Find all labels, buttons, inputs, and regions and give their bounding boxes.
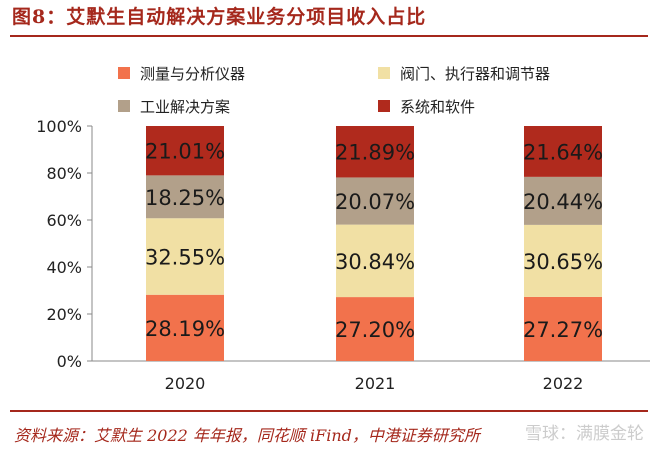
bar-segment-2022-1 xyxy=(524,296,602,361)
data-label: 27.20% xyxy=(335,318,415,342)
bar-segment-2020-1 xyxy=(146,294,224,361)
bar-segment-2022-2 xyxy=(524,224,602,297)
data-label: 30.65% xyxy=(523,250,603,274)
legend-label-2: 阀门、执行器和调节器 xyxy=(400,65,550,83)
source-note: 资料来源：艾默生 2022 年年报，同花顺 iFind，中港证券研究所 xyxy=(14,426,480,445)
y-tick-label: 80% xyxy=(46,164,82,183)
data-label: 20.07% xyxy=(335,190,415,214)
x-tick-label: 2020 xyxy=(165,374,206,393)
bar-segment-2022-4 xyxy=(524,126,602,177)
legend-swatch-2 xyxy=(378,67,390,79)
legend-swatch-3 xyxy=(118,100,130,112)
bar-segment-2021-3 xyxy=(336,177,414,225)
y-tick-label: 100% xyxy=(36,117,82,136)
watermark: 雪球：满膜金轮 xyxy=(525,424,644,444)
data-label: 30.84% xyxy=(335,250,415,274)
data-label: 21.89% xyxy=(335,141,415,165)
x-tick-label: 2021 xyxy=(355,374,396,393)
data-label: 28.19% xyxy=(145,317,225,341)
bar-segment-2022-3 xyxy=(524,176,602,225)
y-tick-label: 20% xyxy=(46,305,82,324)
data-label: 21.64% xyxy=(523,140,603,164)
data-label: 27.27% xyxy=(523,318,603,342)
legend-label-4: 系统和软件 xyxy=(400,98,475,116)
data-label: 21.01% xyxy=(145,140,225,164)
bar-segment-2021-2 xyxy=(336,224,414,298)
legend-label-1: 测量与分析仪器 xyxy=(140,65,245,83)
bar-segment-2020-4 xyxy=(146,126,224,176)
page-title: 图8：艾默生自动解决方案业务分项目收入占比 xyxy=(12,6,427,28)
header-divider xyxy=(10,35,648,37)
bar-segment-2020-2 xyxy=(146,218,224,295)
bar-segment-2021-1 xyxy=(336,297,414,361)
footer-divider xyxy=(10,410,648,412)
bar-segment-2020-3 xyxy=(146,175,224,219)
bar-segment-2021-4 xyxy=(336,126,414,178)
legend-label-3: 工业解决方案 xyxy=(140,98,230,116)
legend-swatch-4 xyxy=(378,100,390,112)
data-label: 32.55% xyxy=(145,246,225,270)
x-tick-label: 2022 xyxy=(543,374,584,393)
legend-swatch-1 xyxy=(118,67,130,79)
data-label: 20.44% xyxy=(523,190,603,214)
y-tick-label: 0% xyxy=(57,352,82,371)
data-label: 18.25% xyxy=(145,186,225,210)
y-tick-label: 40% xyxy=(46,258,82,277)
y-tick-label: 60% xyxy=(46,211,82,230)
